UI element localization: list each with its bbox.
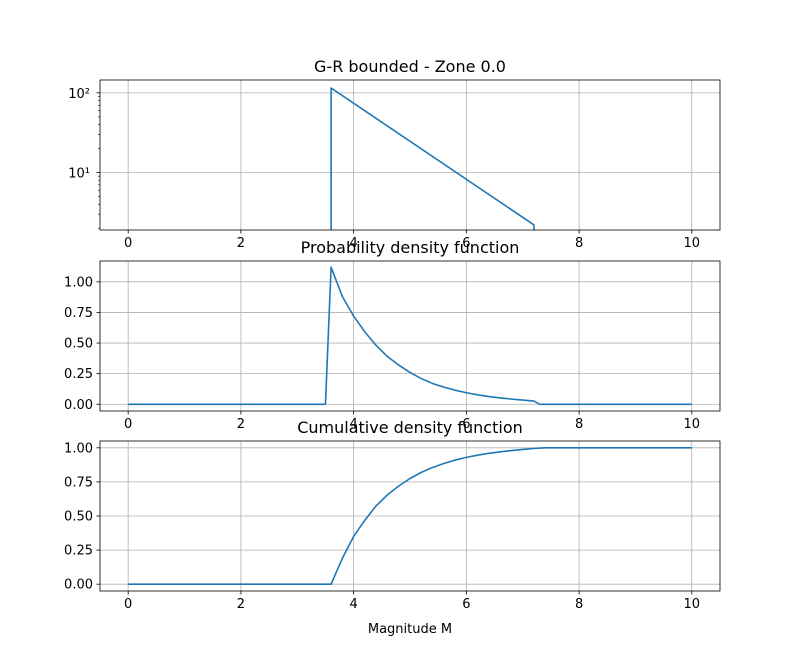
x-axis-label: Magnitude M (368, 622, 452, 637)
x-tick-label: 2 (237, 236, 245, 251)
y-tick-label: 10¹ (68, 167, 90, 182)
x-tick-label: 10 (684, 597, 701, 612)
x-tick-label: 0 (124, 417, 132, 432)
subplot-2: 0 2 4 6 8 10 0.00 0.25 0.50 0.75 1.00 Probability d… (64, 238, 721, 432)
y-tick-label: 10² (68, 87, 90, 102)
x-tick-label: 8 (575, 236, 583, 251)
y-tick-label: 1.00 (64, 275, 93, 290)
axes-frame (99, 440, 721, 592)
x-tick-label: 0 (124, 597, 132, 612)
axes-frame (99, 79, 721, 231)
subplot-1: 0 2 4 6 8 10 10¹ 10² G-R bounded - Zone 0.0 (68, 57, 721, 251)
subplot-3: 0 2 4 6 8 10 0.00 0.25 0.50 0.75 1.00 Cumulative de… (64, 418, 721, 637)
y-tick-label: 0.00 (64, 398, 93, 413)
x-tick-label: 4 (349, 597, 357, 612)
x-tick-label: 4 (349, 417, 357, 432)
x-tick-label: 6 (462, 236, 470, 251)
x-tick-label: 6 (462, 597, 470, 612)
y-tick-label: 0.50 (64, 510, 93, 525)
x-tick-label: 8 (575, 597, 583, 612)
data-line-series-1 (330, 87, 535, 230)
y-tick-label: 0.75 (64, 306, 93, 321)
data-line-series-1 (128, 447, 692, 585)
x-tick-label: 4 (349, 236, 357, 251)
x-tick-label: 8 (575, 417, 583, 432)
y-tick-label: 0.75 (64, 475, 93, 490)
x-tick-label: 6 (462, 417, 470, 432)
y-tick-label: 0.25 (64, 544, 93, 559)
x-tick-label: 2 (237, 417, 245, 432)
chart-title: Cumulative density function (297, 418, 523, 437)
data-line-series-1 (128, 266, 692, 406)
y-tick-label: 1.00 (64, 441, 93, 456)
y-tick-label: 0.00 (64, 578, 93, 593)
chart-title: G-R bounded - Zone 0.0 (314, 57, 506, 76)
x-tick-label: 2 (237, 597, 245, 612)
y-tick-label: 0.50 (64, 337, 93, 352)
y-tick-label: 0.25 (64, 367, 93, 382)
x-tick-label: 0 (124, 236, 132, 251)
x-tick-label: 10 (684, 417, 701, 432)
chart-title: Probability density function (301, 238, 520, 257)
axes-frame (99, 260, 721, 412)
x-tick-label: 10 (684, 236, 701, 251)
